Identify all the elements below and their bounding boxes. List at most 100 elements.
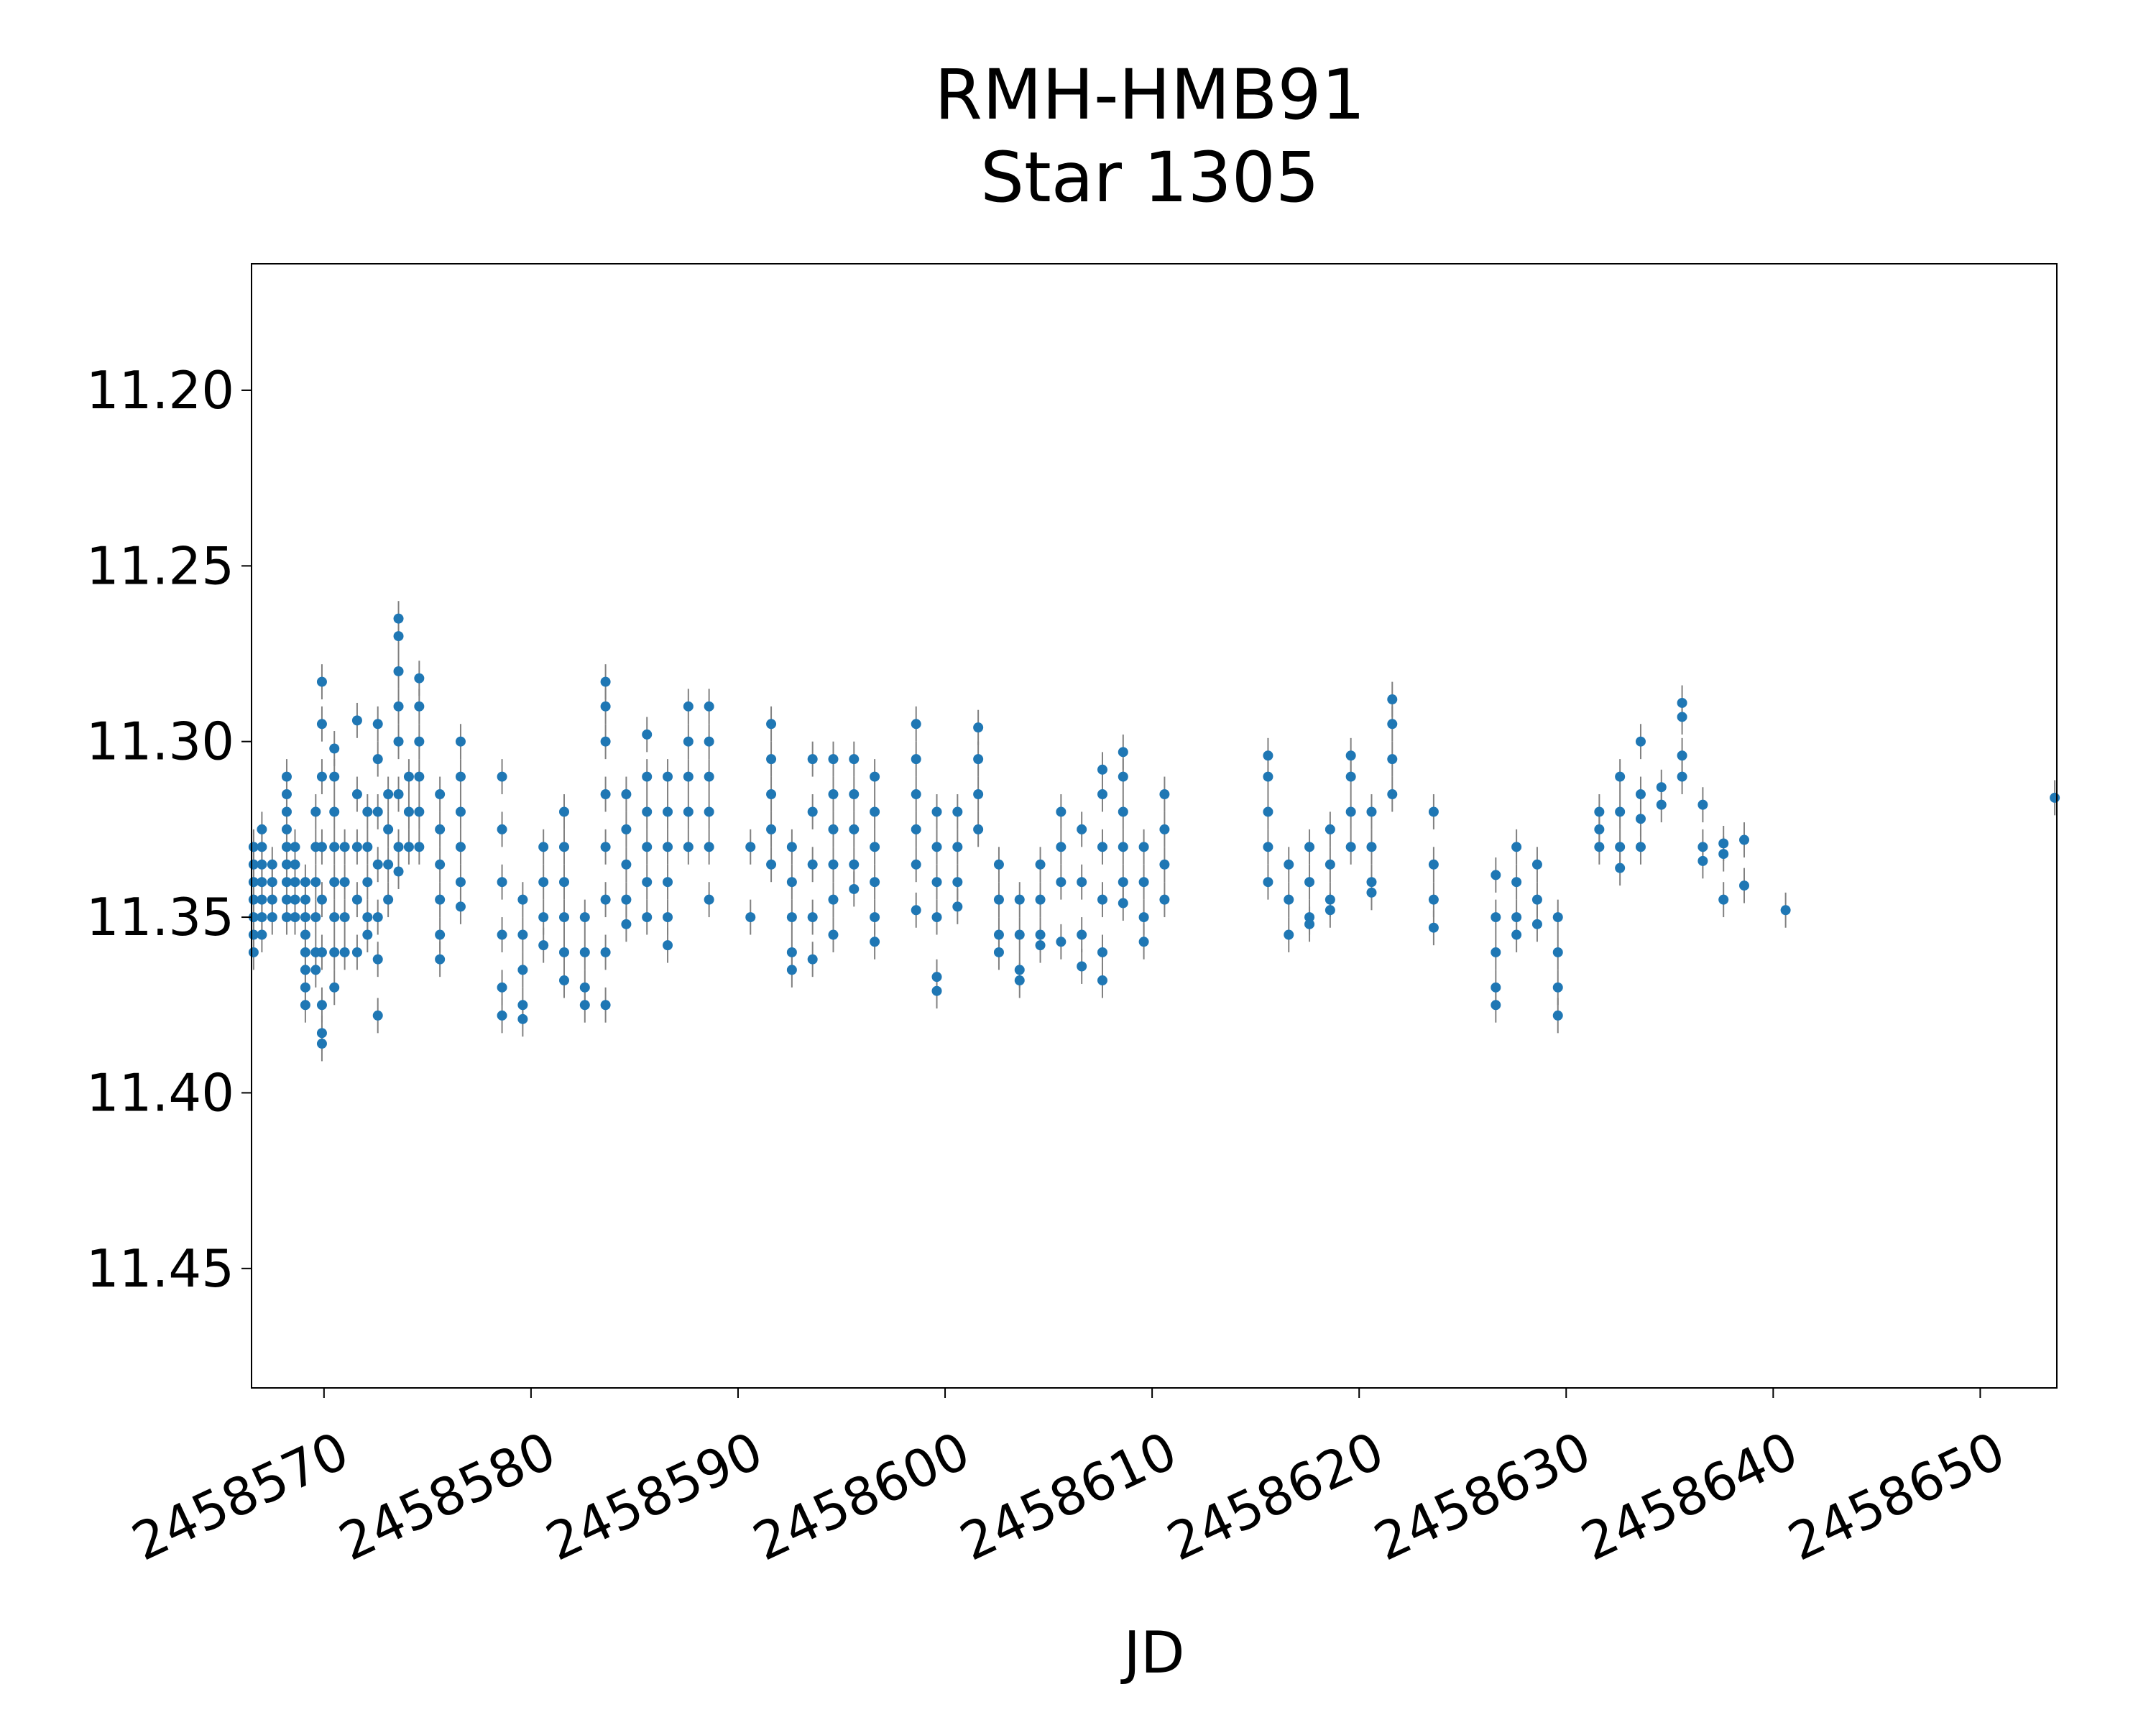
data-point [455, 771, 466, 782]
data-point [828, 894, 839, 905]
data-point [383, 894, 394, 905]
data-point [952, 806, 963, 817]
data-point [600, 736, 611, 747]
data-point [1635, 814, 1646, 824]
data-point [455, 877, 466, 888]
data-point [538, 842, 549, 852]
data-point [766, 859, 777, 870]
data-point [1325, 859, 1335, 870]
data-point [351, 947, 362, 957]
data-point [952, 842, 963, 852]
data-point [435, 954, 446, 965]
data-point [281, 912, 292, 923]
data-point [257, 929, 267, 940]
data-point [849, 883, 860, 894]
data-point [1035, 929, 1046, 940]
data-point [1159, 824, 1170, 834]
data-point [1035, 940, 1046, 951]
data-point [1035, 859, 1046, 870]
data-point [362, 929, 373, 940]
data-point [435, 859, 446, 870]
data-point [621, 824, 632, 834]
data-point [300, 947, 310, 957]
data-point [766, 789, 777, 800]
data-point [300, 929, 310, 940]
data-point [558, 975, 569, 986]
data-point [911, 824, 921, 834]
data-point [1387, 694, 1398, 705]
data-point [517, 894, 528, 905]
data-point [300, 894, 310, 905]
data-point [414, 701, 425, 712]
data-point [1159, 789, 1170, 800]
data-point [435, 894, 446, 905]
y-axis: 11.20 11.25 11.30 11.35 11.40 11.45 [86, 360, 252, 1299]
data-point [1118, 747, 1128, 758]
data-point [642, 842, 653, 852]
data-point [257, 912, 267, 923]
data-point [1718, 894, 1729, 905]
data-point [683, 806, 694, 817]
data-point [1697, 855, 1708, 866]
data-point [414, 806, 425, 817]
data-point [372, 719, 383, 730]
data-point [1077, 961, 1087, 972]
data-point [362, 912, 373, 923]
data-point [1594, 824, 1605, 834]
data-point [281, 806, 292, 817]
data-point [1511, 877, 1522, 888]
data-point [329, 877, 340, 888]
data-point [683, 736, 694, 747]
data-point [1345, 750, 1356, 761]
data-point [316, 1000, 327, 1011]
data-point [1677, 697, 1687, 708]
data-point [316, 1028, 327, 1039]
data-point [1739, 880, 1750, 891]
data-point [1138, 912, 1149, 923]
data-point [1428, 859, 1439, 870]
data-point [1035, 894, 1046, 905]
data-point [329, 771, 340, 782]
data-point [1325, 824, 1335, 834]
data-point [1097, 947, 1107, 957]
data-point [248, 947, 259, 957]
data-point [372, 954, 383, 965]
data-point [1304, 842, 1315, 852]
data-point [497, 982, 507, 993]
data-point [1077, 824, 1087, 834]
data-point [414, 673, 425, 684]
data-point [621, 894, 632, 905]
data-point [1159, 859, 1170, 870]
data-point [931, 972, 942, 983]
data-point [1138, 937, 1149, 947]
data-point [372, 1010, 383, 1021]
data-point [290, 842, 300, 852]
data-point [663, 940, 673, 951]
data-point [1077, 877, 1087, 888]
y-tick-label: 11.40 [86, 1062, 234, 1123]
data-point [849, 824, 860, 834]
data-point [704, 771, 714, 782]
data-point [600, 676, 611, 687]
data-point [1304, 877, 1315, 888]
data-point [300, 965, 310, 975]
data-point [339, 842, 350, 852]
data-point [351, 715, 362, 726]
data-point [1097, 842, 1107, 852]
data-point [1491, 982, 1501, 993]
data-point [828, 754, 839, 765]
data-point [257, 877, 267, 888]
data-point [807, 806, 818, 817]
data-point [1345, 806, 1356, 817]
data-point [1056, 937, 1067, 947]
data-point [316, 719, 327, 730]
data-point [1594, 806, 1605, 817]
data-point [339, 877, 350, 888]
data-point [351, 842, 362, 852]
data-point [1491, 870, 1501, 880]
data-point [383, 824, 394, 834]
data-point [316, 1039, 327, 1049]
data-point [1345, 771, 1356, 782]
data-point [1656, 799, 1667, 810]
data-point [1697, 842, 1708, 852]
